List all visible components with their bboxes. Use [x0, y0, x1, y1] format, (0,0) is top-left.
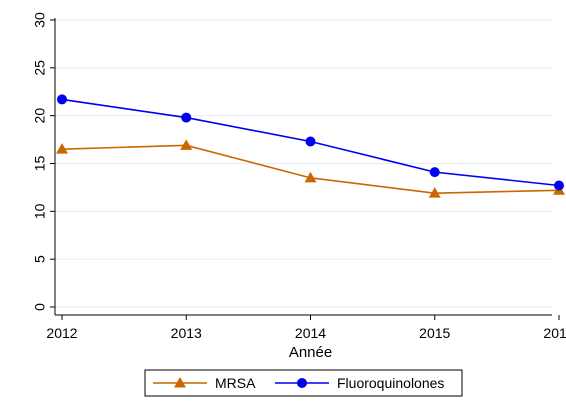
data-point-fluoroquinolones-2015 — [429, 167, 440, 178]
x-tick-label-2016: 2016 — [543, 325, 566, 341]
x-tick-label-2013: 2013 — [171, 325, 202, 341]
y-tick-label-20: 20 — [32, 108, 48, 124]
y-tick-label-15: 15 — [32, 156, 48, 172]
grid — [55, 19, 552, 308]
x-tick-label-2012: 2012 — [46, 325, 77, 341]
data-point-fluoroquinolones-2016 — [554, 180, 564, 191]
data-point-mrsa-2012 — [56, 143, 68, 154]
legend-item-mrsa: MRSA — [153, 375, 256, 391]
data-point-fluoroquinolones-2014 — [305, 136, 316, 147]
data-point-fluoroquinolones-2012 — [57, 94, 67, 105]
data-point-mrsa-2013 — [180, 139, 193, 150]
y-tick-label-10: 10 — [32, 203, 48, 219]
x-tick-label-2015: 2015 — [419, 325, 450, 341]
data-point-fluoroquinolones-2013 — [181, 112, 192, 123]
x-tick-label-2014: 2014 — [295, 325, 326, 341]
legend-item-fluoroquinolones: Fluoroquinolones — [275, 375, 444, 391]
legend: MRSA Fluoroquinolones — [144, 369, 463, 397]
series-mrsa — [56, 139, 565, 198]
series-line-mrsa — [61, 144, 560, 194]
y-tick-label-30: 30 — [32, 12, 48, 28]
y-tick-label-0: 0 — [32, 303, 48, 311]
legend-label-mrsa: MRSA — [215, 375, 256, 391]
y-tick-label-5: 5 — [32, 255, 48, 263]
legend-marker-fluoroquinolones — [297, 378, 307, 388]
legend-items: MRSA Fluoroquinolones — [153, 375, 444, 391]
legend-label-fluoroquinolones: Fluoroquinolones — [337, 375, 444, 391]
data-point-mrsa-2015 — [428, 187, 441, 198]
series-fluoroquinolones — [57, 94, 564, 191]
x-axis-title: Année — [289, 344, 332, 361]
y-ticks: 0 5 10 15 20 25 30 — [32, 12, 55, 311]
x-ticks: 2012 2013 2014 2015 2016 — [46, 315, 566, 341]
legend-marker-mrsa — [174, 377, 186, 388]
series-group — [56, 94, 565, 198]
data-point-mrsa-2014 — [304, 171, 317, 183]
y-tick-label-25: 25 — [32, 60, 48, 76]
